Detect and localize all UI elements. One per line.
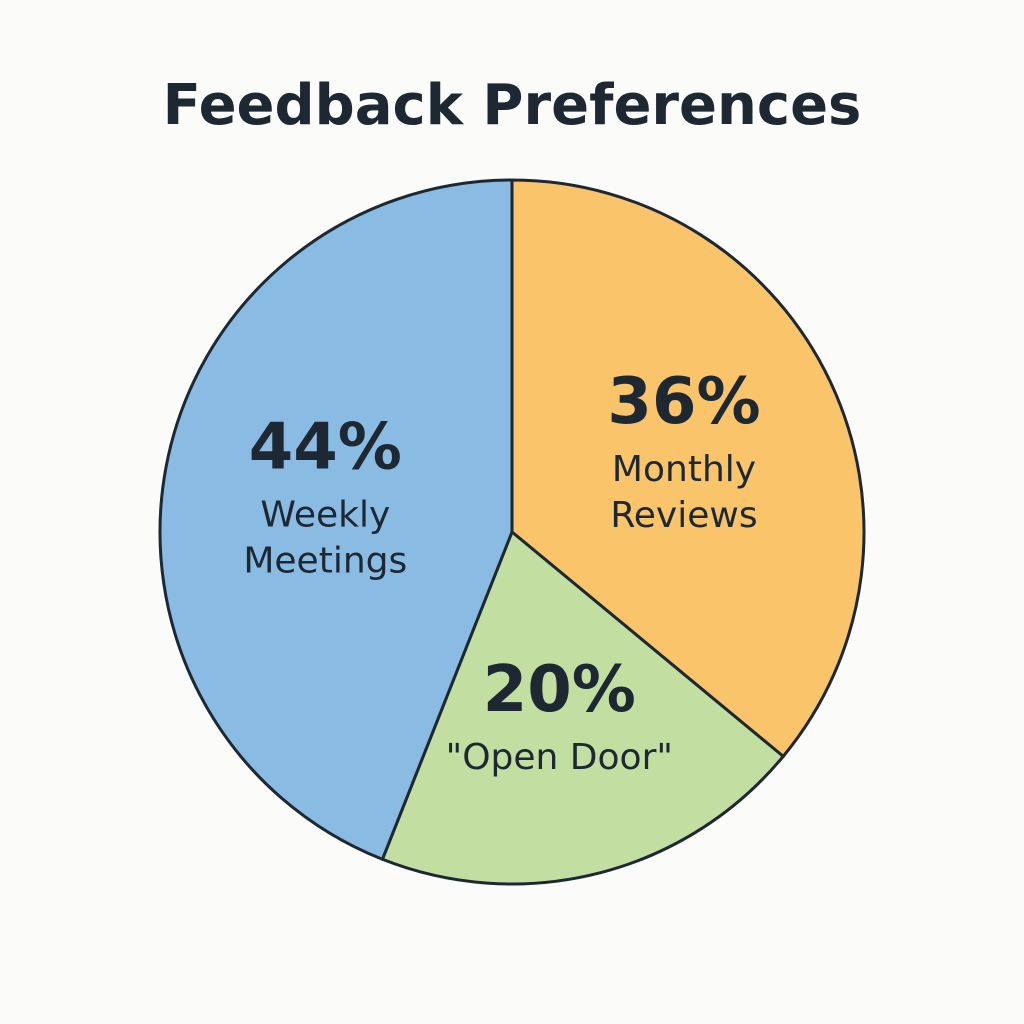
slice-value-label-2: 44%	[249, 410, 402, 484]
slice-category-label-2-1: Meetings	[243, 540, 407, 581]
slice-category-label-0-1: Reviews	[610, 495, 757, 536]
slice-value-label-1: 20%	[483, 653, 636, 727]
chart-title: Feedback Preferences	[162, 73, 862, 138]
pie-slices	[158, 178, 866, 886]
slice-category-label-1-0: "Open Door"	[446, 737, 673, 778]
pie-slice-0	[510, 178, 866, 758]
slice-category-label-0-0: Monthly	[612, 449, 756, 490]
pie-slice-1	[380, 530, 785, 886]
slice-value-label-0: 36%	[607, 365, 760, 439]
pie-labels: 36% Monthly Reviews 20% "Open Door" 44% Weekly…	[243, 365, 760, 778]
pie-slice-2	[158, 178, 514, 861]
slice-category-label-2-0: Weekly	[260, 494, 390, 535]
